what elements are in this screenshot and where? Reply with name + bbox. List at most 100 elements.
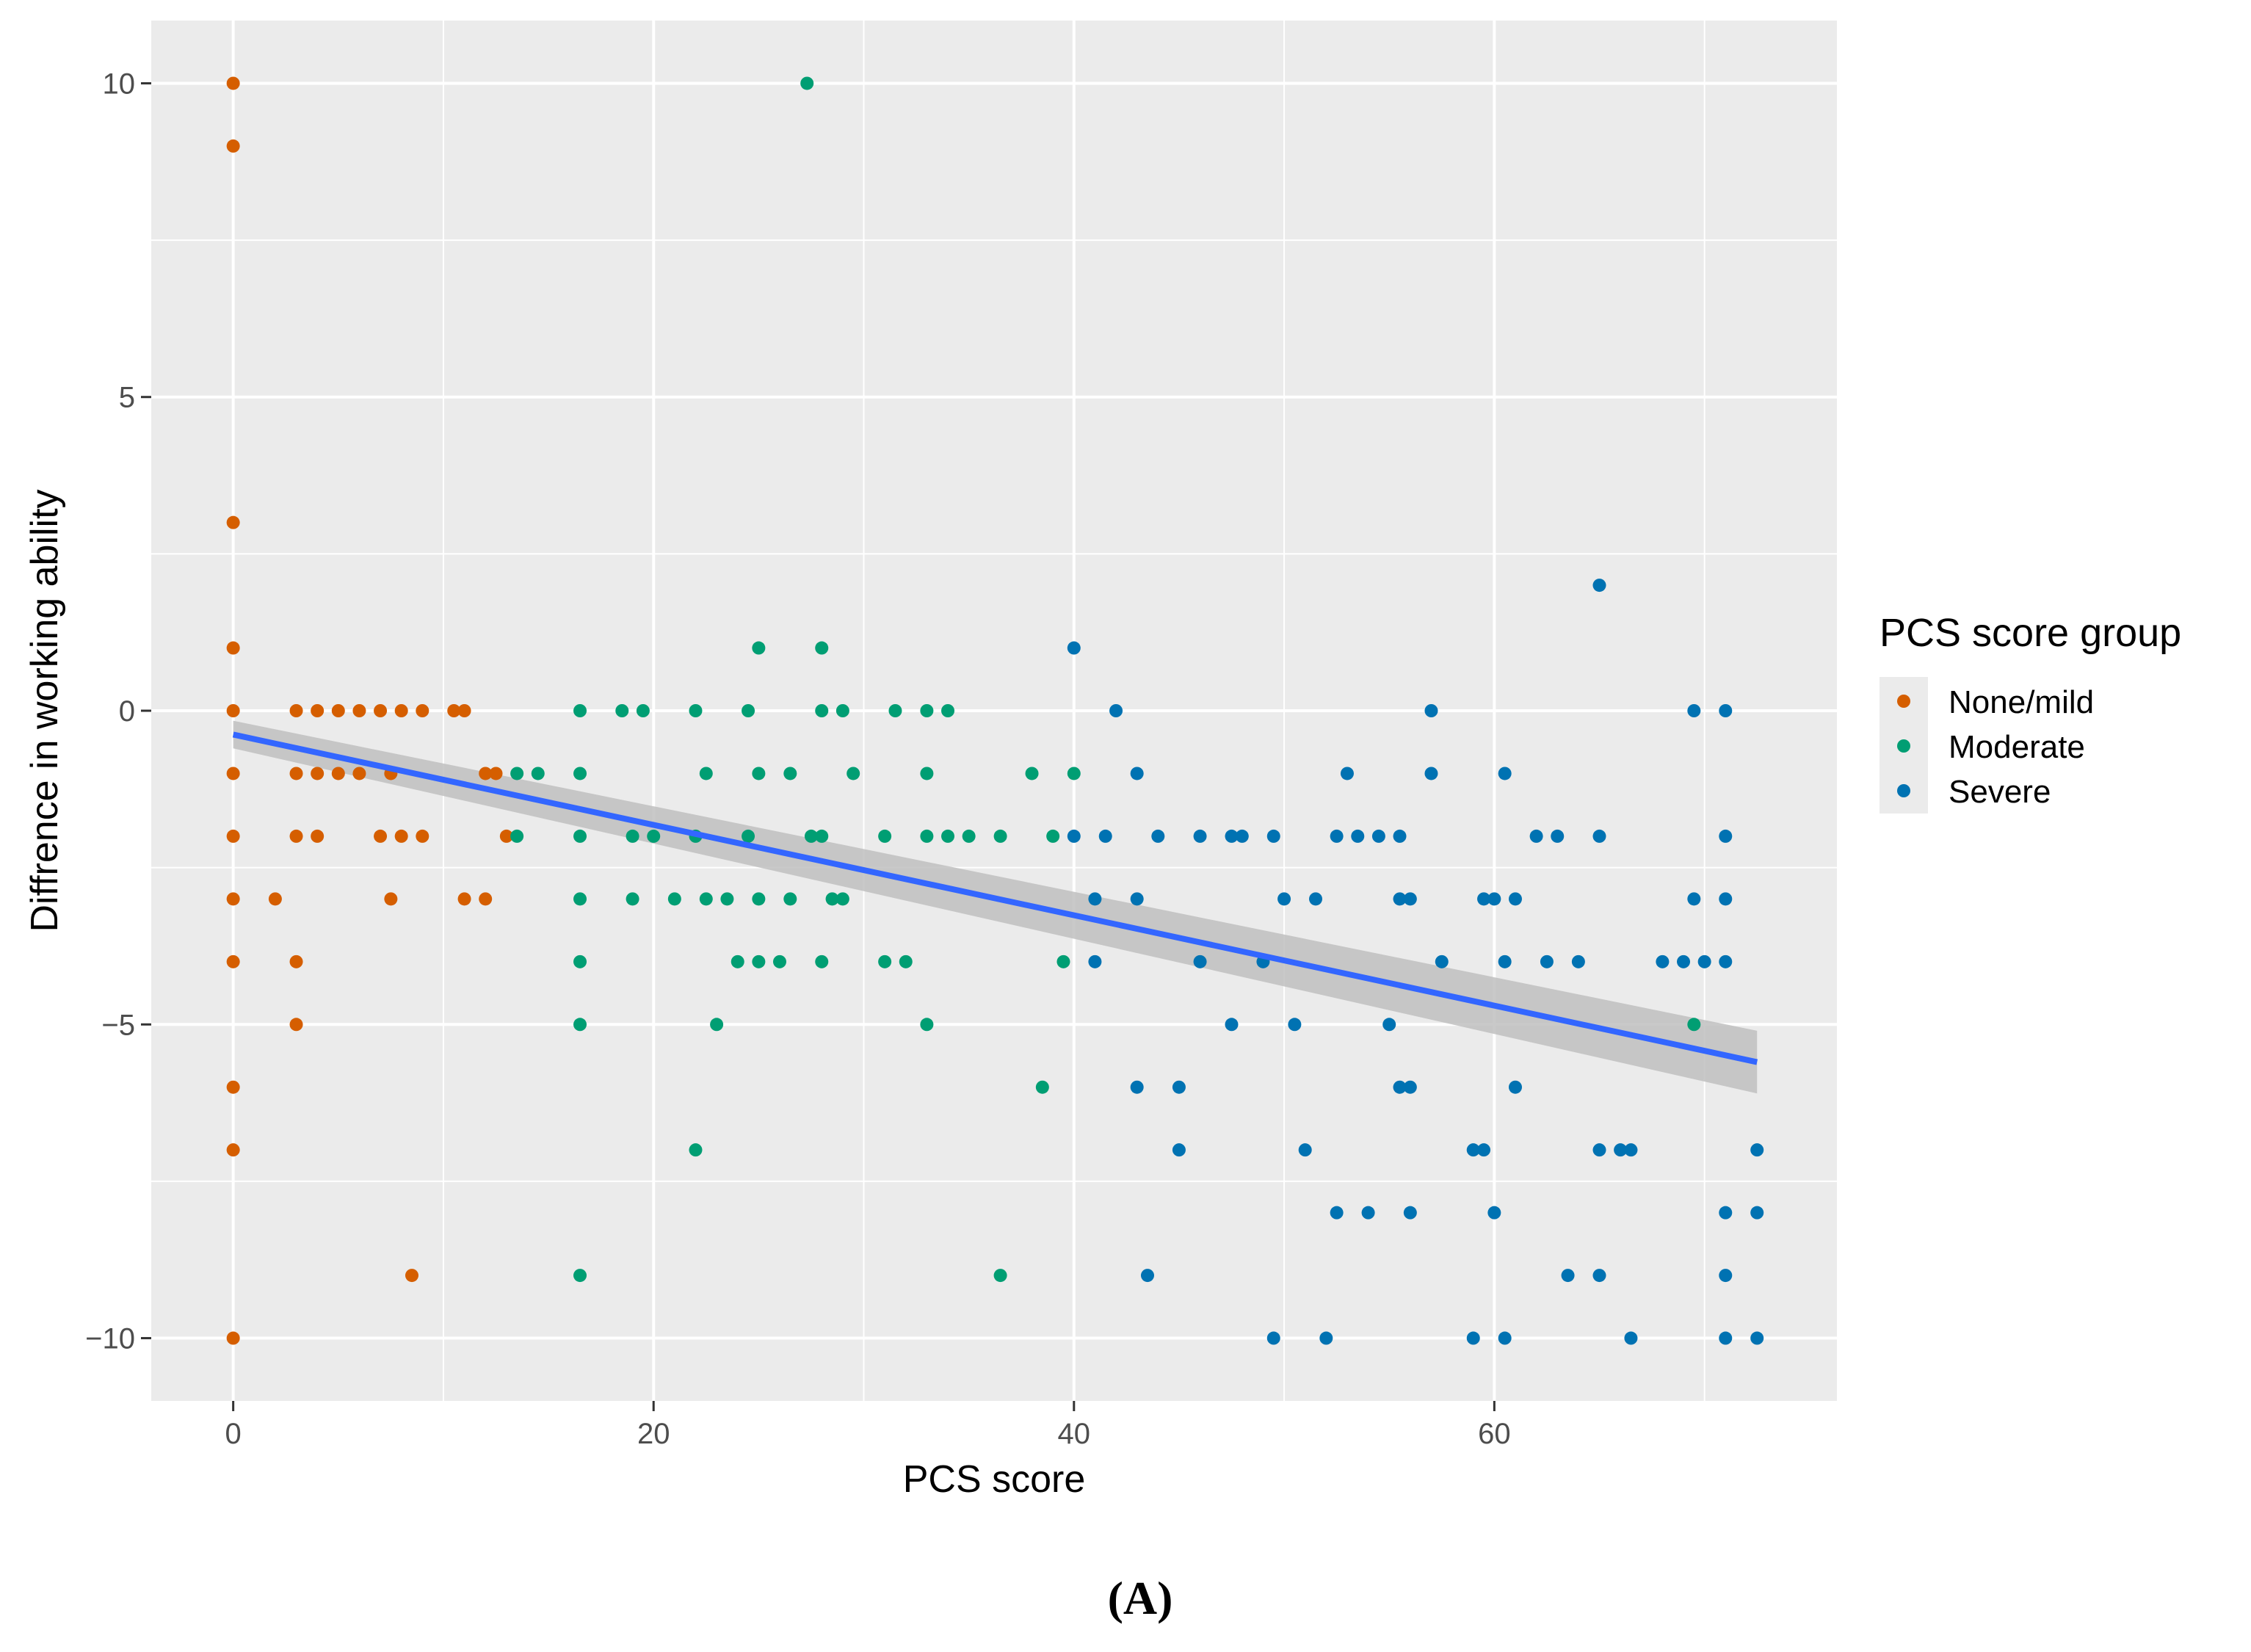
point-moderate — [993, 1269, 1007, 1283]
point-severe — [1750, 1331, 1764, 1345]
point-none-mild — [226, 515, 240, 529]
point-severe — [1477, 1143, 1491, 1157]
point-severe — [1719, 1331, 1733, 1345]
point-severe — [1498, 767, 1512, 780]
legend-label-moderate: Moderate — [1949, 729, 2085, 765]
legend: PCS score group None/mild Moderate Severe — [1880, 611, 2181, 814]
point-moderate — [1046, 829, 1060, 843]
point-none-mild — [331, 704, 345, 717]
point-severe — [1172, 1143, 1186, 1157]
point-none-mild — [457, 704, 471, 717]
point-moderate — [573, 1018, 587, 1032]
point-moderate — [573, 1269, 587, 1283]
legend-key-moderate — [1897, 739, 1910, 753]
point-moderate — [573, 954, 587, 968]
point-none-mild — [479, 767, 493, 780]
point-moderate — [920, 704, 934, 717]
point-severe — [1340, 767, 1354, 780]
point-severe — [1193, 954, 1207, 968]
point-moderate — [815, 704, 829, 717]
fit-line — [232, 731, 1758, 1065]
point-moderate — [899, 954, 913, 968]
point-severe — [1508, 1080, 1522, 1094]
point-none-mild — [268, 892, 282, 906]
point-moderate — [815, 641, 829, 655]
point-severe — [1624, 1143, 1638, 1157]
point-moderate — [835, 704, 849, 717]
point-severe — [1614, 1143, 1628, 1157]
point-none-mild — [352, 767, 366, 780]
x-tick-label: 0 — [225, 1418, 242, 1450]
point-none-mild — [311, 829, 325, 843]
point-severe — [1351, 829, 1365, 843]
point-none-mild — [289, 1018, 303, 1032]
y-tick-label: 5 — [119, 382, 135, 414]
point-severe — [1719, 1206, 1733, 1220]
point-severe — [1130, 767, 1144, 780]
point-severe — [1277, 892, 1291, 906]
point-severe — [1235, 829, 1249, 843]
point-moderate — [1035, 1080, 1049, 1094]
point-moderate — [941, 704, 955, 717]
point-severe — [1424, 704, 1438, 717]
point-severe — [1571, 954, 1585, 968]
point-severe — [1330, 1206, 1344, 1220]
point-moderate — [636, 704, 650, 717]
point-none-mild — [226, 139, 240, 153]
point-severe — [1592, 829, 1606, 843]
point-severe — [1508, 892, 1522, 906]
point-severe — [1697, 954, 1711, 968]
point-none-mild — [226, 892, 240, 906]
point-severe — [1266, 829, 1280, 843]
point-severe — [1371, 829, 1385, 843]
point-severe — [1750, 1143, 1764, 1157]
data-points — [226, 76, 1764, 1345]
point-moderate — [626, 829, 639, 843]
panel-label: (A) — [1108, 1572, 1173, 1624]
legend-key-none-mild — [1897, 695, 1910, 708]
tick-labels: 0 20 40 60 −10 −5 0 5 10 — [85, 68, 1510, 1450]
point-severe — [1477, 892, 1491, 906]
point-severe — [1266, 1331, 1280, 1345]
point-moderate — [626, 892, 639, 906]
legend-label-severe: Severe — [1949, 774, 2051, 810]
point-moderate — [878, 954, 892, 968]
point-none-mild — [499, 829, 513, 843]
point-moderate — [573, 829, 587, 843]
point-none-mild — [416, 704, 429, 717]
point-severe — [1403, 1080, 1417, 1094]
point-moderate — [920, 829, 934, 843]
point-none-mild — [352, 704, 366, 717]
point-moderate — [731, 954, 744, 968]
point-severe — [1656, 954, 1670, 968]
point-severe — [1677, 954, 1691, 968]
x-tick-label: 40 — [1058, 1418, 1091, 1450]
point-moderate — [667, 892, 681, 906]
point-severe — [1088, 892, 1102, 906]
point-moderate — [800, 76, 814, 90]
point-severe — [1529, 829, 1543, 843]
point-none-mild — [226, 704, 240, 717]
point-moderate — [752, 892, 766, 906]
point-moderate — [573, 704, 587, 717]
point-severe — [1487, 892, 1501, 906]
point-severe — [1288, 1018, 1302, 1032]
point-none-mild — [226, 641, 240, 655]
axis-ticks — [141, 81, 1496, 1411]
point-moderate — [510, 767, 524, 780]
fit-line-group — [232, 731, 1758, 1065]
point-none-mild — [479, 892, 493, 906]
point-severe — [1687, 892, 1701, 906]
point-moderate — [888, 704, 902, 717]
point-none-mild — [226, 1080, 240, 1094]
point-severe — [1330, 829, 1344, 843]
x-axis-title: PCS score — [903, 1458, 1086, 1501]
point-moderate — [510, 829, 524, 843]
point-severe — [1130, 1080, 1144, 1094]
point-severe — [1719, 954, 1733, 968]
point-moderate — [531, 767, 545, 780]
point-severe — [1098, 829, 1112, 843]
point-severe — [1592, 1269, 1606, 1283]
point-none-mild — [289, 704, 303, 717]
